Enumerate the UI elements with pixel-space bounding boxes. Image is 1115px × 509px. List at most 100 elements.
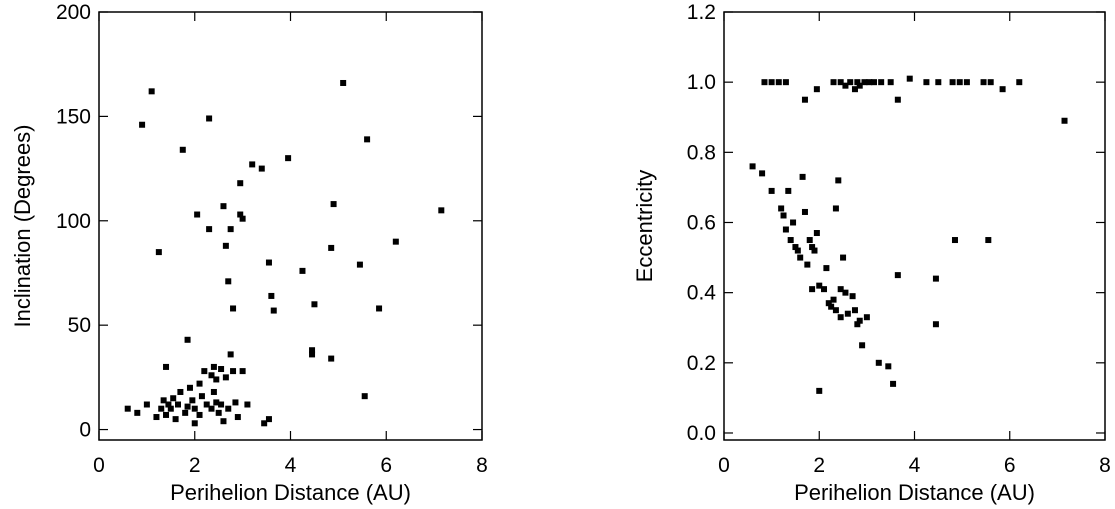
data-point bbox=[956, 79, 963, 86]
plot-frame bbox=[723, 11, 1106, 441]
data-point bbox=[230, 305, 237, 312]
y-tick-label: 0 bbox=[79, 419, 91, 442]
data-point bbox=[213, 399, 220, 406]
data-point bbox=[840, 254, 847, 261]
data-point bbox=[309, 347, 316, 354]
data-point bbox=[328, 244, 335, 251]
data-point bbox=[163, 363, 170, 370]
data-point bbox=[203, 401, 210, 408]
y-tick-label: 0.2 bbox=[687, 352, 716, 375]
data-point bbox=[801, 208, 808, 215]
data-point bbox=[143, 401, 150, 408]
data-point bbox=[792, 244, 799, 251]
data-point bbox=[225, 405, 232, 412]
data-point bbox=[837, 79, 844, 86]
data-point bbox=[923, 79, 930, 86]
data-point bbox=[823, 265, 830, 272]
x-axis-label: Perihelion Distance (AU) bbox=[794, 480, 1035, 505]
data-point bbox=[932, 321, 939, 328]
data-point bbox=[299, 267, 306, 274]
data-point bbox=[220, 418, 227, 425]
data-point bbox=[232, 399, 239, 406]
data-point bbox=[906, 75, 913, 82]
data-point bbox=[174, 401, 181, 408]
data-point bbox=[787, 237, 794, 244]
data-point bbox=[782, 79, 789, 86]
data-point bbox=[999, 86, 1006, 93]
data-point bbox=[196, 411, 203, 418]
y-tick-label: 150 bbox=[56, 105, 91, 128]
data-point bbox=[218, 366, 225, 373]
data-point bbox=[170, 395, 177, 402]
data-point bbox=[167, 405, 174, 412]
data-point bbox=[830, 296, 837, 303]
data-point bbox=[859, 342, 866, 349]
data-point bbox=[985, 237, 992, 244]
data-point bbox=[309, 351, 316, 358]
data-point bbox=[799, 173, 806, 180]
data-point bbox=[285, 155, 292, 162]
data-point bbox=[148, 88, 155, 95]
y-tick-label: 100 bbox=[56, 210, 91, 233]
data-point bbox=[780, 212, 787, 219]
data-point bbox=[759, 170, 766, 177]
data-point bbox=[265, 259, 272, 266]
data-point bbox=[160, 397, 167, 404]
data-point bbox=[828, 303, 835, 310]
data-point bbox=[854, 321, 861, 328]
data-point bbox=[775, 79, 782, 86]
data-point bbox=[182, 409, 189, 416]
data-point bbox=[894, 96, 901, 103]
data-point bbox=[268, 292, 275, 299]
data-point bbox=[139, 121, 146, 128]
data-point bbox=[186, 384, 193, 391]
x-tick-label: 0 bbox=[93, 454, 105, 477]
data-point bbox=[258, 165, 265, 172]
data-point bbox=[206, 226, 213, 233]
data-point bbox=[832, 205, 839, 212]
data-point bbox=[153, 414, 160, 421]
data-point bbox=[813, 230, 820, 237]
data-point bbox=[270, 307, 277, 314]
data-point bbox=[165, 401, 172, 408]
y-axis-label: Inclination (Degrees) bbox=[10, 125, 35, 328]
data-point bbox=[196, 380, 203, 387]
data-point bbox=[782, 226, 789, 233]
y-tick-label: 1.2 bbox=[687, 1, 716, 24]
data-point bbox=[837, 286, 844, 293]
y-tick-label: 0.6 bbox=[687, 211, 716, 234]
data-point bbox=[797, 254, 804, 261]
data-point bbox=[239, 215, 246, 222]
data-point bbox=[951, 237, 958, 244]
data-point bbox=[963, 79, 970, 86]
data-point bbox=[191, 420, 198, 427]
data-point bbox=[806, 237, 813, 244]
data-point bbox=[239, 368, 246, 375]
data-point bbox=[438, 207, 445, 214]
data-point bbox=[830, 79, 837, 86]
data-point bbox=[749, 163, 756, 170]
x-tick-label: 8 bbox=[476, 454, 488, 477]
data-point bbox=[210, 388, 217, 395]
data-point bbox=[158, 405, 165, 412]
data-point bbox=[804, 261, 811, 268]
x-tick-label: 6 bbox=[380, 454, 392, 477]
data-point bbox=[847, 79, 854, 86]
x-tick-label: 4 bbox=[285, 454, 297, 477]
data-point bbox=[230, 368, 237, 375]
data-point bbox=[935, 79, 942, 86]
data-point bbox=[871, 79, 878, 86]
data-point bbox=[201, 368, 208, 375]
data-point bbox=[340, 79, 347, 86]
data-point bbox=[987, 79, 994, 86]
data-point bbox=[237, 180, 244, 187]
data-point bbox=[227, 351, 234, 358]
plot-frame bbox=[98, 11, 483, 441]
data-point bbox=[194, 211, 201, 218]
data-point bbox=[1061, 117, 1068, 124]
x-tick-label: 0 bbox=[718, 454, 730, 477]
data-point bbox=[863, 314, 870, 321]
data-point bbox=[835, 177, 842, 184]
data-point bbox=[980, 79, 987, 86]
data-point bbox=[890, 380, 897, 387]
